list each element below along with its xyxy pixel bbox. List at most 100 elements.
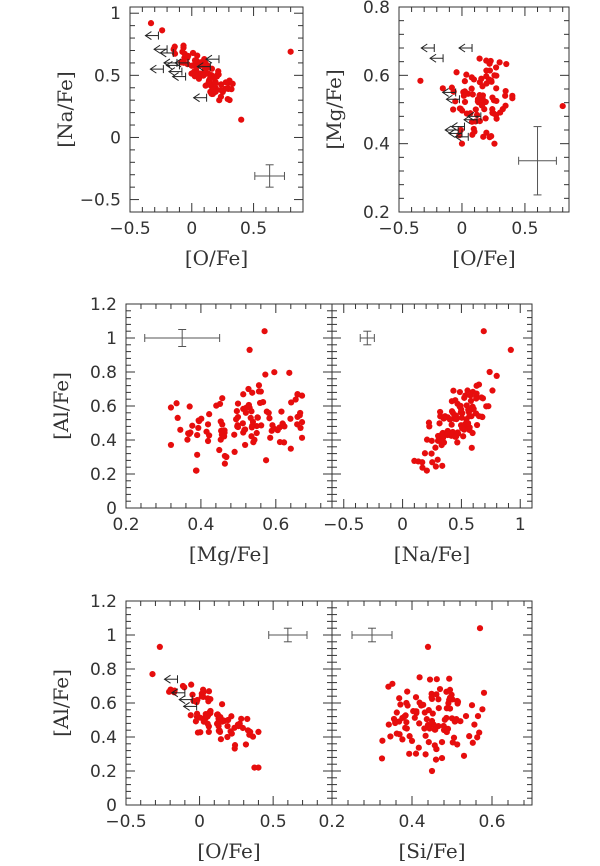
upper-limit-arrow [454, 132, 469, 142]
data-point [446, 686, 454, 694]
data-point [385, 721, 392, 728]
data-point [473, 382, 480, 389]
data-point [432, 444, 439, 451]
data-point [204, 62, 211, 69]
data-point [469, 739, 476, 746]
upper-limit-arrow [463, 115, 478, 125]
x-tick-label: 0.6 [478, 812, 505, 832]
data-point [188, 681, 195, 688]
data-point [429, 459, 436, 466]
panel-p5: −0.5 0 0.500.20.40.60.811.2[O/Fe][Al/Fe] [49, 592, 333, 863]
data-point [192, 467, 200, 474]
data-point [204, 437, 212, 445]
y-tick-label: 1 [110, 4, 121, 24]
data-point [233, 416, 240, 423]
data-point [422, 732, 429, 739]
arrow-head [450, 122, 458, 131]
data-point [378, 755, 386, 762]
data-point [456, 388, 463, 396]
data-point [203, 428, 210, 435]
data-point [221, 460, 228, 467]
data-point [147, 20, 155, 27]
data-point [476, 729, 483, 736]
x-tick-label: 1 [515, 515, 526, 535]
data-point [468, 74, 475, 81]
arrow-head [167, 67, 176, 77]
error-bar [268, 627, 308, 643]
data-point [219, 395, 226, 402]
data-point [189, 422, 196, 429]
data-point [435, 705, 442, 712]
plot-frame [125, 303, 333, 509]
data-point [216, 446, 223, 454]
data-point [446, 675, 453, 682]
data-point [479, 83, 486, 90]
data-point [443, 714, 450, 722]
data-point [204, 712, 211, 719]
data-point [496, 59, 503, 66]
data-point [417, 77, 424, 84]
x-tick-label: 0 [194, 812, 205, 832]
upper-limit-arrow [153, 44, 168, 54]
upper-limit-arrow [182, 701, 198, 711]
data-point [502, 102, 509, 109]
data-point [480, 328, 487, 335]
data-point [485, 403, 492, 410]
data-point [195, 424, 202, 432]
data-point [437, 438, 444, 445]
data-point [460, 92, 467, 99]
y-tick-label: 1.2 [90, 295, 117, 315]
data-point [426, 676, 434, 683]
data-point [396, 695, 403, 702]
plot-frame [125, 600, 333, 806]
data-point [251, 764, 258, 771]
data-point [212, 88, 219, 95]
data-point [461, 78, 468, 85]
x-tick-label: −0.5 [109, 219, 150, 239]
data-point [245, 401, 252, 409]
error-bar [518, 126, 557, 196]
data-point [453, 716, 460, 723]
data-point [436, 420, 443, 427]
data-point [200, 72, 207, 79]
data-point [493, 115, 500, 122]
upper-limit-arrow [420, 43, 435, 53]
y-tick-label: 0.4 [90, 728, 117, 748]
data-point [218, 81, 225, 88]
x-tick-label: 0.4 [398, 812, 425, 832]
data-point [228, 730, 235, 737]
data-point [242, 441, 249, 449]
arrow-head [165, 60, 173, 70]
error-bar [351, 627, 393, 643]
data-point [217, 418, 224, 425]
data-point [453, 69, 460, 76]
y-tick-label: 0.4 [363, 135, 390, 155]
y-tick-label: 0.5 [94, 66, 121, 86]
data-point [249, 733, 257, 740]
data-point [249, 418, 257, 425]
data-point [482, 115, 489, 122]
data-point [254, 414, 261, 421]
x-tick-label: 0.2 [112, 515, 139, 535]
data-point [473, 421, 481, 429]
data-point [432, 463, 439, 470]
data-point [238, 116, 245, 123]
data-point [195, 75, 203, 82]
y-tick-label: 0.6 [363, 66, 390, 86]
data-point [453, 415, 460, 423]
y-tick-label: 0 [106, 499, 117, 519]
x-tick-label: −0.5 [323, 515, 364, 535]
data-point [454, 439, 461, 446]
data-point [443, 705, 450, 712]
data-point [213, 402, 220, 409]
x-tick-label: 0.4 [187, 515, 214, 535]
data-point [258, 422, 265, 429]
data-point [402, 724, 409, 731]
data-point [456, 403, 463, 410]
data-point [450, 387, 457, 394]
y-tick-label: 0.6 [90, 397, 117, 417]
data-point [493, 85, 500, 92]
y-tick-label: 0.6 [90, 694, 117, 714]
data-point [173, 400, 180, 407]
data-point [194, 696, 201, 704]
